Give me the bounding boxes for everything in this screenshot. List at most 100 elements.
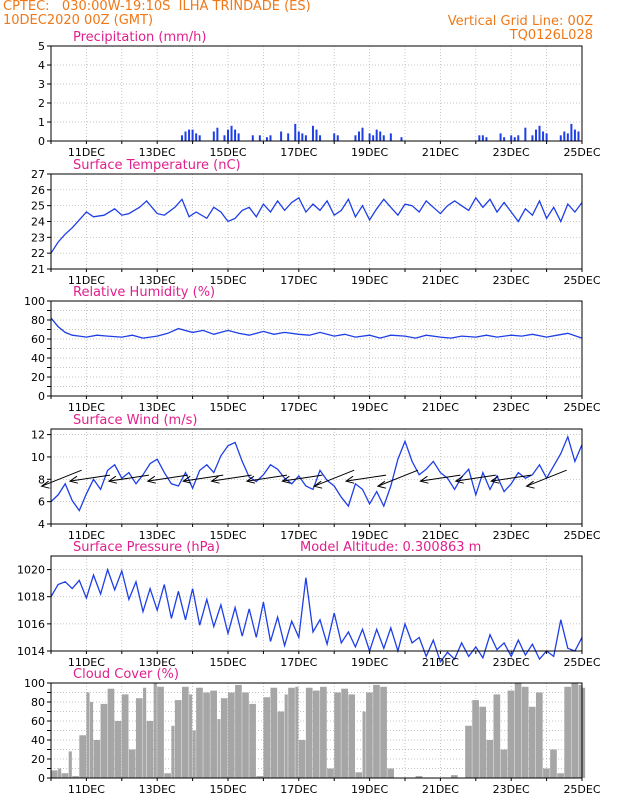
precip-bar <box>542 131 545 141</box>
cloud-bar <box>89 702 94 778</box>
x-tick-label: 17DEC <box>280 146 317 159</box>
precip-bar <box>478 135 481 141</box>
precip-bar <box>180 135 183 141</box>
cloud-bar <box>210 690 217 778</box>
wind-arrowhead <box>68 475 79 484</box>
x-tick-label: 21DEC <box>422 783 459 796</box>
y-tick-label: 23 <box>31 231 45 244</box>
precip-bar <box>375 129 378 141</box>
x-tick-label: 17DEC <box>280 783 317 796</box>
precip-bar <box>379 131 382 141</box>
wind-arrowhead <box>146 475 156 484</box>
cloud-bar <box>256 776 263 778</box>
cloud-bar <box>479 706 487 778</box>
x-tick-label: 15DEC <box>209 274 246 287</box>
precip-bar <box>538 125 541 141</box>
precip-bar <box>534 129 537 141</box>
precip-bar <box>389 133 392 141</box>
x-tick-label: 25DEC <box>563 529 600 542</box>
x-tick-label: 11DEC <box>68 656 105 669</box>
cloud-bar <box>58 768 62 778</box>
y-tick-label: 25 <box>31 200 45 213</box>
wind-arrow <box>282 474 323 482</box>
cloud-bar <box>298 740 306 778</box>
wind-arrowhead <box>40 480 50 489</box>
cloud-bar <box>578 684 582 778</box>
x-tick-label: 17DEC <box>280 401 317 414</box>
panel-annotation: Model Altitude: 0.300863 m <box>300 540 481 555</box>
x-tick-label: 19DEC <box>351 783 388 796</box>
precip-bar <box>287 133 290 141</box>
cloud-bar <box>373 684 380 778</box>
y-tick-label: 3 <box>38 78 45 91</box>
wind-arrow <box>455 474 496 482</box>
wind-arrow <box>345 474 387 482</box>
x-tick-label: 11DEC <box>68 146 105 159</box>
x-tick-label: 15DEC <box>209 146 246 159</box>
precip-bar <box>294 123 297 141</box>
cloud-bar <box>192 730 196 778</box>
cloud-bar <box>521 686 529 778</box>
cloud-bar <box>128 749 136 778</box>
cloud-bar <box>68 751 72 778</box>
cloud-bar <box>288 687 295 778</box>
x-tick-label: 13DEC <box>139 146 176 159</box>
cloud-bar <box>171 725 175 778</box>
x-tick-label: 15DEC <box>209 401 246 414</box>
cloud-bar <box>79 735 86 778</box>
wind-arrow <box>211 474 252 482</box>
precip-bar <box>223 135 226 141</box>
y-tick-label: 2 <box>38 97 45 110</box>
precip-bar <box>216 127 219 141</box>
precip-bar <box>212 131 215 141</box>
wind-arrow <box>41 469 82 487</box>
precip-bar <box>188 129 191 141</box>
panel-frame <box>50 173 583 270</box>
wind-arrowhead <box>281 475 291 484</box>
cloud-bar <box>514 683 522 778</box>
x-tick-label: 13DEC <box>139 783 176 796</box>
cloud-bar <box>557 773 564 778</box>
series-line <box>50 567 583 664</box>
cloud-bar <box>72 776 79 778</box>
cloud-bar <box>341 688 348 778</box>
y-tick-label: 40 <box>31 734 45 747</box>
cloud-bar <box>249 703 256 778</box>
precip-bar <box>510 135 513 141</box>
x-tick-label: 19DEC <box>351 274 388 287</box>
precip-bar <box>573 129 576 141</box>
cloud-bar <box>500 749 508 778</box>
panel-title: Relative Humidity (%) <box>73 285 215 300</box>
panel-frame <box>50 555 583 652</box>
header-station: CPTEC: 030:00W-19:10S ILHA TRINDADE (ES) <box>3 0 311 14</box>
precip-bar <box>485 137 488 141</box>
cloud-bar <box>100 703 108 778</box>
precip-bar <box>545 133 548 141</box>
panel-5: 1014 1016 1018 1020 11DEC 13DEC 15DEC 17DEC 19DE… <box>17 540 601 669</box>
panel-title: Precipitation (mm/h) <box>73 30 206 45</box>
panel-title: Cloud Cover (%) <box>73 667 179 682</box>
precip-bar <box>357 131 360 141</box>
cloud-bar <box>362 711 366 778</box>
panel-1: 0 1 2 3 4 5 11DEC 13DEC 15DEC 17DEC 19DEC 21DEC 23DE… <box>38 30 601 159</box>
cloud-bar <box>61 773 69 778</box>
precip-bar <box>301 133 304 141</box>
precip-bar <box>251 135 254 141</box>
y-tick-label: 20 <box>31 371 45 384</box>
x-tick-label: 19DEC <box>351 401 388 414</box>
precip-bar <box>333 133 336 141</box>
x-tick-label: 13DEC <box>139 656 176 669</box>
precip-bar <box>481 135 484 141</box>
y-tick-label: 1018 <box>17 591 45 604</box>
cloud-bar <box>203 692 210 778</box>
x-tick-label: 13DEC <box>139 274 176 287</box>
precip-bar <box>570 123 573 141</box>
panel-3: 0 20 40 60 80 100 11DEC 13DEC 15DEC 17DEC 19DEC 21D… <box>24 285 601 414</box>
x-tick-label: 11DEC <box>68 529 105 542</box>
y-tick-label: 80 <box>31 696 45 709</box>
precip-bar <box>499 133 502 141</box>
wind-arrow <box>147 474 188 482</box>
cloud-bar <box>380 686 387 778</box>
x-tick-label: 11DEC <box>68 274 105 287</box>
